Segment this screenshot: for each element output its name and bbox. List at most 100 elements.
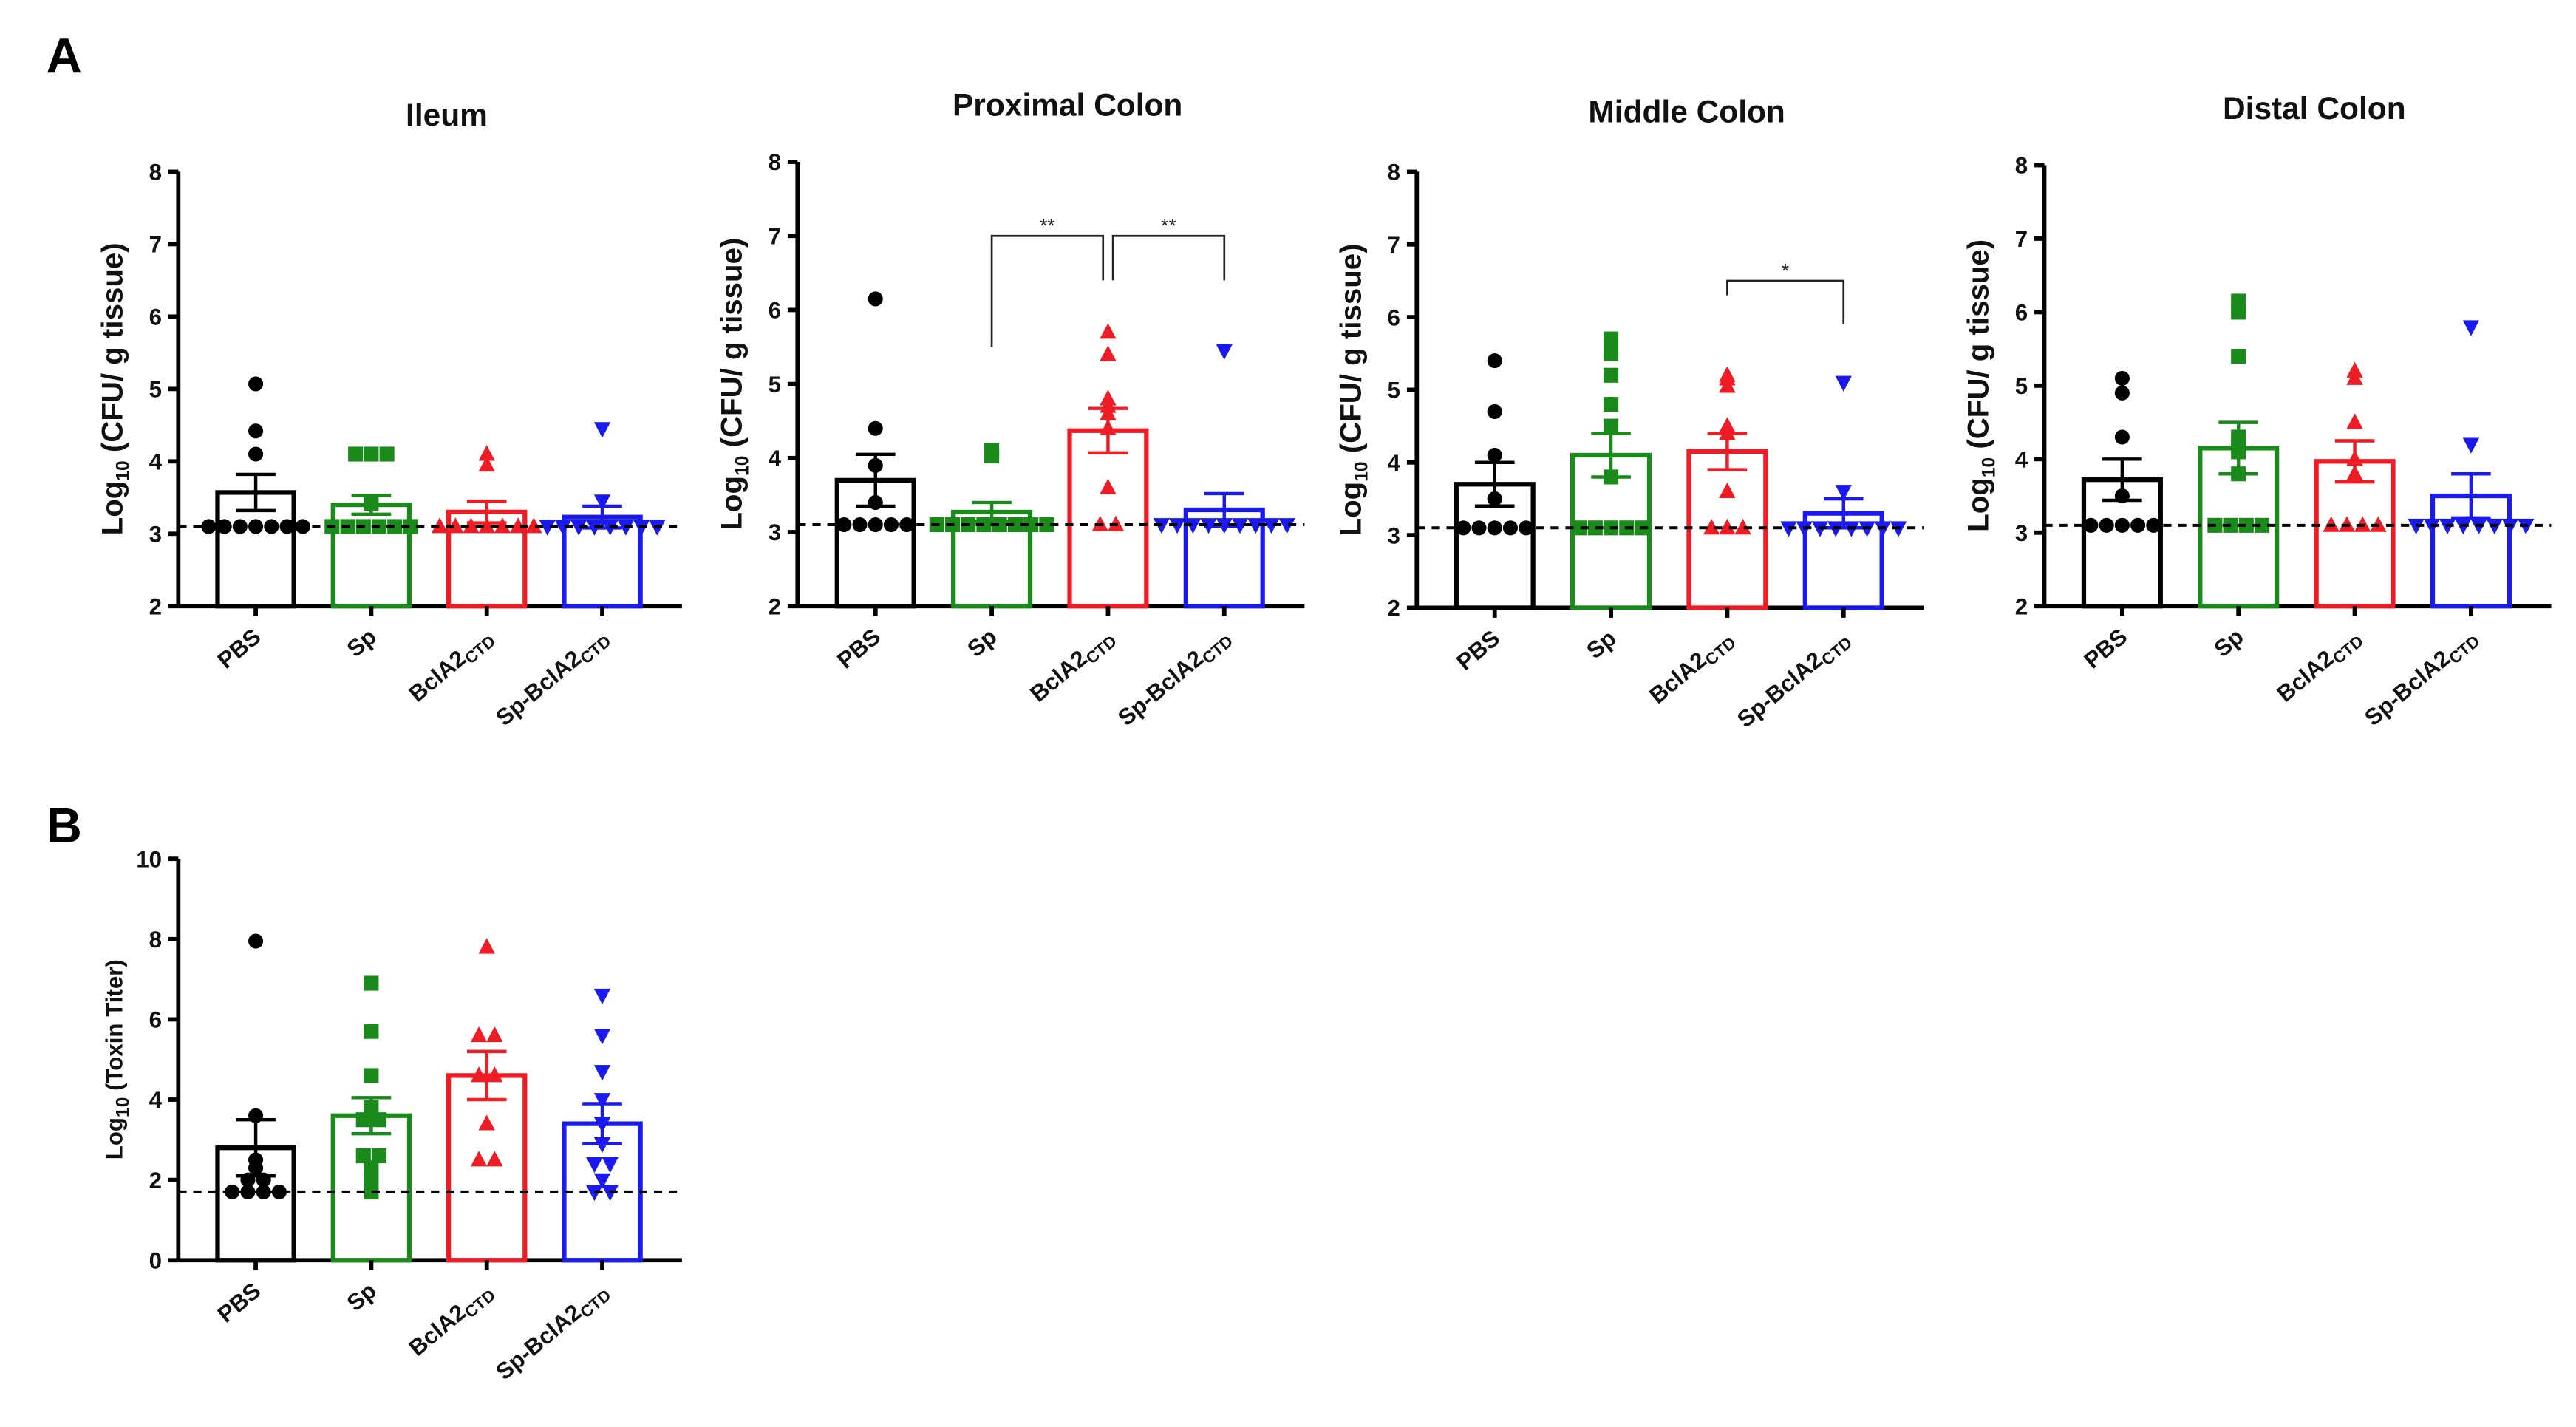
error-bar	[1204, 491, 1244, 528]
category-main: Sp	[342, 1278, 381, 1316]
x-tick-label: BclA2CTD	[1644, 625, 1740, 712]
series-sp-bcla2ctd	[1153, 344, 1295, 609]
data-point	[486, 1026, 503, 1043]
y-label-sub: 10	[1979, 457, 1999, 477]
y-tick-label: 8	[769, 149, 781, 175]
data-point	[494, 517, 511, 534]
data-point	[984, 443, 1000, 458]
data-point	[1039, 517, 1054, 533]
y-tick-label: 2	[1388, 596, 1400, 621]
data-point	[379, 446, 395, 462]
error-bar	[2334, 439, 2375, 484]
data-point	[602, 1157, 619, 1174]
data-point	[387, 519, 403, 534]
data-point	[1100, 478, 1117, 494]
y-axis-label: Log10 (CFU/ g tissue)	[95, 242, 133, 535]
error-bar	[351, 1096, 392, 1136]
category-main: BclA2	[404, 1299, 471, 1361]
series-sp-bcla2ctd	[1780, 375, 1907, 610]
y-tick-label: 3	[2015, 520, 2028, 546]
category-main: PBS	[213, 623, 266, 673]
data-point	[248, 423, 264, 439]
error-bar	[236, 1117, 276, 1178]
y-tick-label: 6	[149, 1007, 162, 1033]
series-bcla2ctd	[446, 938, 528, 1263]
series-sp-bcla2ctd	[562, 988, 643, 1263]
y-label-main: Log	[101, 1117, 127, 1159]
x-tick-label: BclA2CTD	[404, 1278, 500, 1364]
data-point	[225, 1184, 240, 1200]
data-point	[525, 517, 542, 534]
y-tick-label: 8	[2015, 153, 2028, 179]
y-tick-label: 10	[136, 846, 162, 872]
data-point	[240, 1184, 256, 1200]
y-label-main: Log	[1961, 477, 1994, 532]
x-tick-label: Sp-BclA2CTD	[1732, 625, 1856, 735]
y-tick-label: 0	[149, 1247, 162, 1273]
y-tick-label: 6	[2015, 300, 2028, 326]
data-point	[1604, 418, 1619, 434]
data-point	[593, 988, 611, 1005]
significance-label: *	[1782, 259, 1790, 282]
data-point	[2346, 361, 2363, 378]
error-bar	[582, 1102, 622, 1146]
y-tick-label: 2	[149, 1168, 162, 1193]
y-tick-label: 3	[1388, 522, 1400, 548]
error-bar	[466, 1049, 507, 1102]
y-tick-label: 7	[149, 232, 162, 258]
data-point	[593, 1065, 611, 1081]
y-tick-label: 2	[2015, 593, 2028, 619]
data-point	[2231, 349, 2246, 364]
data-point	[593, 422, 611, 438]
x-tick-label: BclA2CTD	[2272, 623, 2367, 709]
data-point	[355, 1148, 371, 1164]
category-main: PBS	[213, 1278, 266, 1328]
y-tick-label: 8	[149, 927, 162, 953]
y-tick-label: 2	[149, 593, 162, 619]
series-pbs	[215, 933, 296, 1263]
y-label-sub: 10	[732, 456, 752, 476]
error-bar	[2102, 457, 2142, 503]
series-sp-bcla2ctd	[2408, 320, 2535, 609]
series-bcla2ctd	[1686, 366, 1768, 610]
data-point	[1100, 389, 1117, 406]
data-point	[431, 517, 449, 534]
significance-label: **	[1040, 215, 1055, 237]
y-tick-label: 4	[2015, 446, 2028, 472]
y-tick-label: 7	[1388, 232, 1400, 258]
data-point	[593, 1029, 611, 1045]
panel-label-a: A	[47, 28, 82, 84]
y-tick-label: 4	[1388, 450, 1401, 476]
category-main: Sp-BclA2	[2359, 645, 2455, 731]
y-tick-label: 8	[149, 160, 162, 185]
series-pbs	[201, 376, 310, 609]
data-point	[586, 1185, 603, 1202]
error-bar	[972, 500, 1012, 524]
x-tick-label: PBS	[1451, 625, 1505, 675]
data-point	[1572, 520, 1587, 536]
series-bcla2ctd	[2314, 361, 2396, 609]
data-point	[593, 1173, 611, 1189]
error-bar	[855, 452, 896, 508]
data-point	[1604, 346, 1619, 361]
y-label-main: Log	[715, 476, 748, 531]
data-point	[1835, 375, 1852, 392]
category-main: Sp-BclA2	[1113, 645, 1208, 731]
y-tick-label: 6	[149, 304, 162, 330]
category-main: Sp-BclA2	[491, 1299, 586, 1385]
data-point	[248, 376, 264, 392]
data-point	[570, 520, 587, 536]
data-point	[364, 1068, 379, 1083]
y-label-rest: (CFU/ g tissue)	[95, 242, 129, 460]
bar	[562, 514, 643, 609]
series-bcla2ctd	[1067, 323, 1149, 609]
y-tick-label: 8	[1388, 160, 1400, 185]
category-main: PBS	[1451, 625, 1505, 675]
category-main: BclA2	[2272, 645, 2338, 707]
y-tick-label: 4	[769, 446, 782, 471]
data-point	[1487, 403, 1502, 420]
y-label-sub: 10	[113, 1097, 133, 1117]
data-point	[593, 1093, 611, 1109]
